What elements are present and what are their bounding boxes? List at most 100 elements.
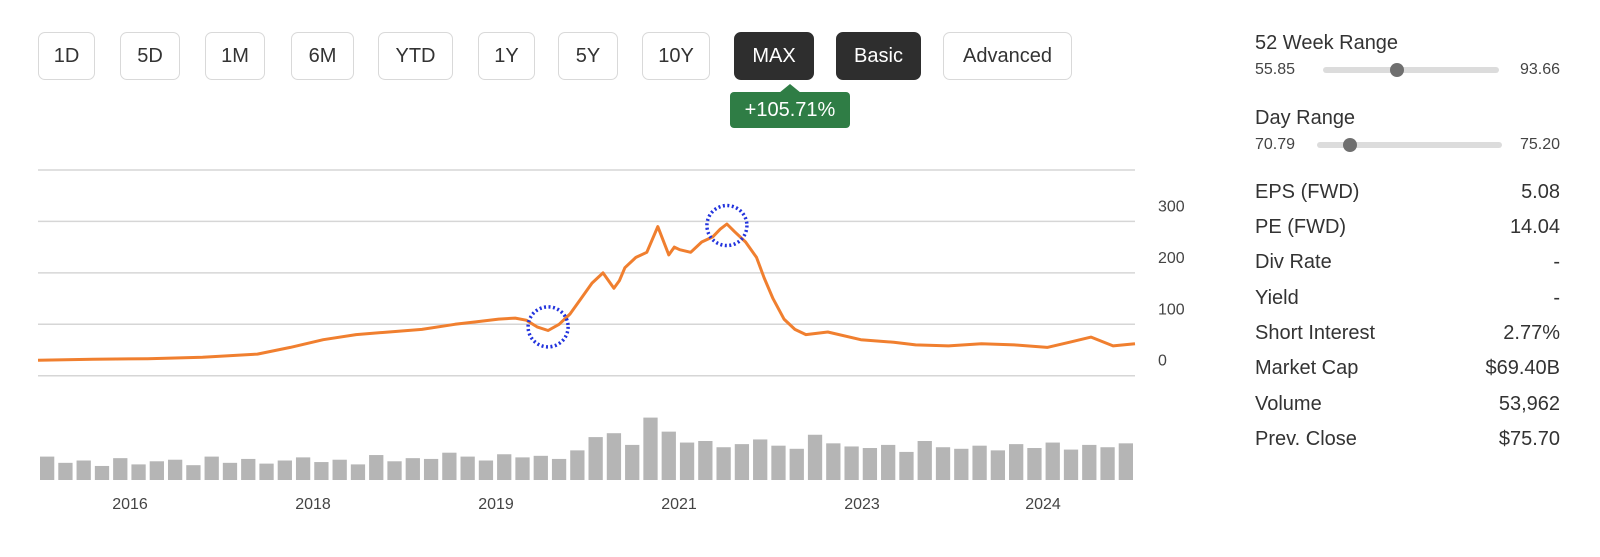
stat-label: Prev. Close: [1255, 428, 1357, 450]
volume-bar: [1027, 448, 1042, 480]
volume-bar: [277, 460, 292, 480]
day-range-title: Day Range: [1255, 107, 1356, 129]
volume-bar: [186, 465, 201, 480]
stat-eps-fwd: EPS (FWD) 5.08: [1255, 181, 1560, 211]
timeframe-1y-button[interactable]: 1Y: [478, 32, 535, 80]
week52-range-min: 55.85: [1255, 61, 1296, 78]
week52-range-title: 52 Week Range: [1255, 32, 1399, 54]
stat-label: Yield: [1255, 287, 1299, 309]
stat-prev-close: Prev. Close $75.70: [1255, 428, 1560, 458]
stat-value: 53,962: [1498, 393, 1560, 415]
volume-bar: [314, 462, 329, 480]
stat-value: -: [1553, 287, 1560, 309]
stat-yield: Yield -: [1255, 287, 1560, 317]
volume-bar: [1009, 444, 1024, 480]
stat-pe-fwd: PE (FWD) 14.04: [1255, 216, 1560, 246]
volume-bar: [606, 433, 622, 480]
y-tick-label: 0: [1158, 353, 1167, 370]
change-badge-pointer: [779, 84, 801, 93]
timeframe-6m-button[interactable]: 6M: [291, 32, 354, 80]
x-tick-label: 2023: [844, 496, 880, 513]
volume-bar: [40, 456, 55, 480]
volume-bar: [935, 447, 951, 480]
volume-bar: [442, 452, 457, 480]
stat-volume: Volume 53,962: [1255, 393, 1560, 423]
volume-bar: [295, 457, 311, 480]
chart-annotations: [526, 203, 749, 349]
change-badge: +105.71%: [730, 92, 850, 128]
week52-range-marker: [1389, 63, 1404, 77]
week52-range-track: [1323, 63, 1499, 77]
volume-bar: [58, 462, 73, 480]
week52-range-max: 93.66: [1519, 61, 1560, 78]
volume-bar: [204, 456, 219, 480]
day-range: Day Range 70.79 75.20: [1255, 107, 1560, 157]
stat-value: 14.04: [1509, 216, 1560, 238]
volume-bar: [826, 443, 841, 480]
volume-bar: [625, 444, 640, 480]
stat-value: $75.70: [1498, 428, 1560, 450]
volume-bar: [423, 458, 439, 480]
volume-bar: [570, 450, 585, 480]
stat-value: -: [1553, 251, 1560, 273]
stat-label: Market Cap: [1255, 357, 1359, 379]
timeframe-5d-button[interactable]: 5D: [120, 32, 180, 80]
volume-bar: [661, 431, 676, 480]
volume-bar: [149, 461, 164, 480]
volume-bar: [881, 444, 896, 480]
volume-bar: [679, 442, 695, 480]
x-tick-label: 2018: [295, 496, 331, 513]
x-tick-label: 2021: [661, 496, 697, 513]
week52-range: 52 Week Range 55.85 93.66: [1255, 32, 1560, 82]
x-tick-label: 2019: [478, 496, 514, 513]
stat-value: 5.08: [1521, 181, 1560, 203]
volume-bar: [387, 461, 402, 480]
volume-bar: [515, 457, 530, 480]
volume-bar: [76, 460, 91, 480]
volume-bar: [1063, 449, 1079, 480]
timeframe-1d-button[interactable]: 1D: [38, 32, 95, 80]
day-range-track: [1317, 138, 1502, 152]
view-advanced-button[interactable]: Advanced: [943, 32, 1072, 80]
volume-bar: [899, 451, 914, 480]
stat-div-rate: Div Rate -: [1255, 251, 1560, 281]
y-tick-label: 200: [1158, 250, 1185, 267]
volume-bar: [698, 441, 713, 480]
annotation-circle: [705, 203, 749, 248]
volume-bar: [113, 458, 128, 480]
volume-bar: [551, 458, 567, 480]
volume-bar: [497, 454, 512, 480]
stat-label: PE (FWD): [1255, 216, 1347, 238]
timeframe-5y-button[interactable]: 5Y: [558, 32, 618, 80]
volume-bar: [222, 462, 238, 480]
y-tick-label: 100: [1158, 301, 1185, 318]
day-range-min: 70.79: [1255, 136, 1296, 153]
stat-label: Volume: [1255, 393, 1322, 415]
day-range-marker: [1343, 138, 1358, 152]
volume-bar: [734, 444, 750, 480]
volume-bar: [369, 455, 384, 480]
volume-bar: [789, 448, 804, 480]
volume-bar: [972, 445, 987, 480]
volume-bar: [478, 460, 494, 480]
timeframe-ytd-button[interactable]: YTD: [378, 32, 453, 80]
volume-bar: [1082, 444, 1097, 480]
volume-bar: [350, 464, 366, 480]
volume-bar: [862, 448, 878, 480]
volume-bar: [588, 437, 603, 480]
timeframe-max-button[interactable]: MAX: [734, 32, 814, 80]
view-basic-button[interactable]: Basic: [836, 32, 921, 80]
volume-bar: [259, 463, 274, 480]
volume-bar: [1045, 442, 1060, 480]
volume-bar: [844, 446, 859, 480]
timeframe-10y-button[interactable]: 10Y: [642, 32, 710, 80]
volume-bar: [460, 456, 475, 480]
stat-market-cap: Market Cap $69.40B: [1255, 357, 1560, 387]
timeframe-1m-button[interactable]: 1M: [205, 32, 265, 80]
annotation-circle: [526, 305, 570, 349]
stat-label: EPS (FWD): [1255, 181, 1360, 203]
volume-bar: [94, 465, 110, 480]
x-tick-label: 2024: [1025, 496, 1061, 513]
volume-bar: [990, 450, 1006, 480]
stat-short-interest: Short Interest 2.77%: [1255, 322, 1560, 352]
